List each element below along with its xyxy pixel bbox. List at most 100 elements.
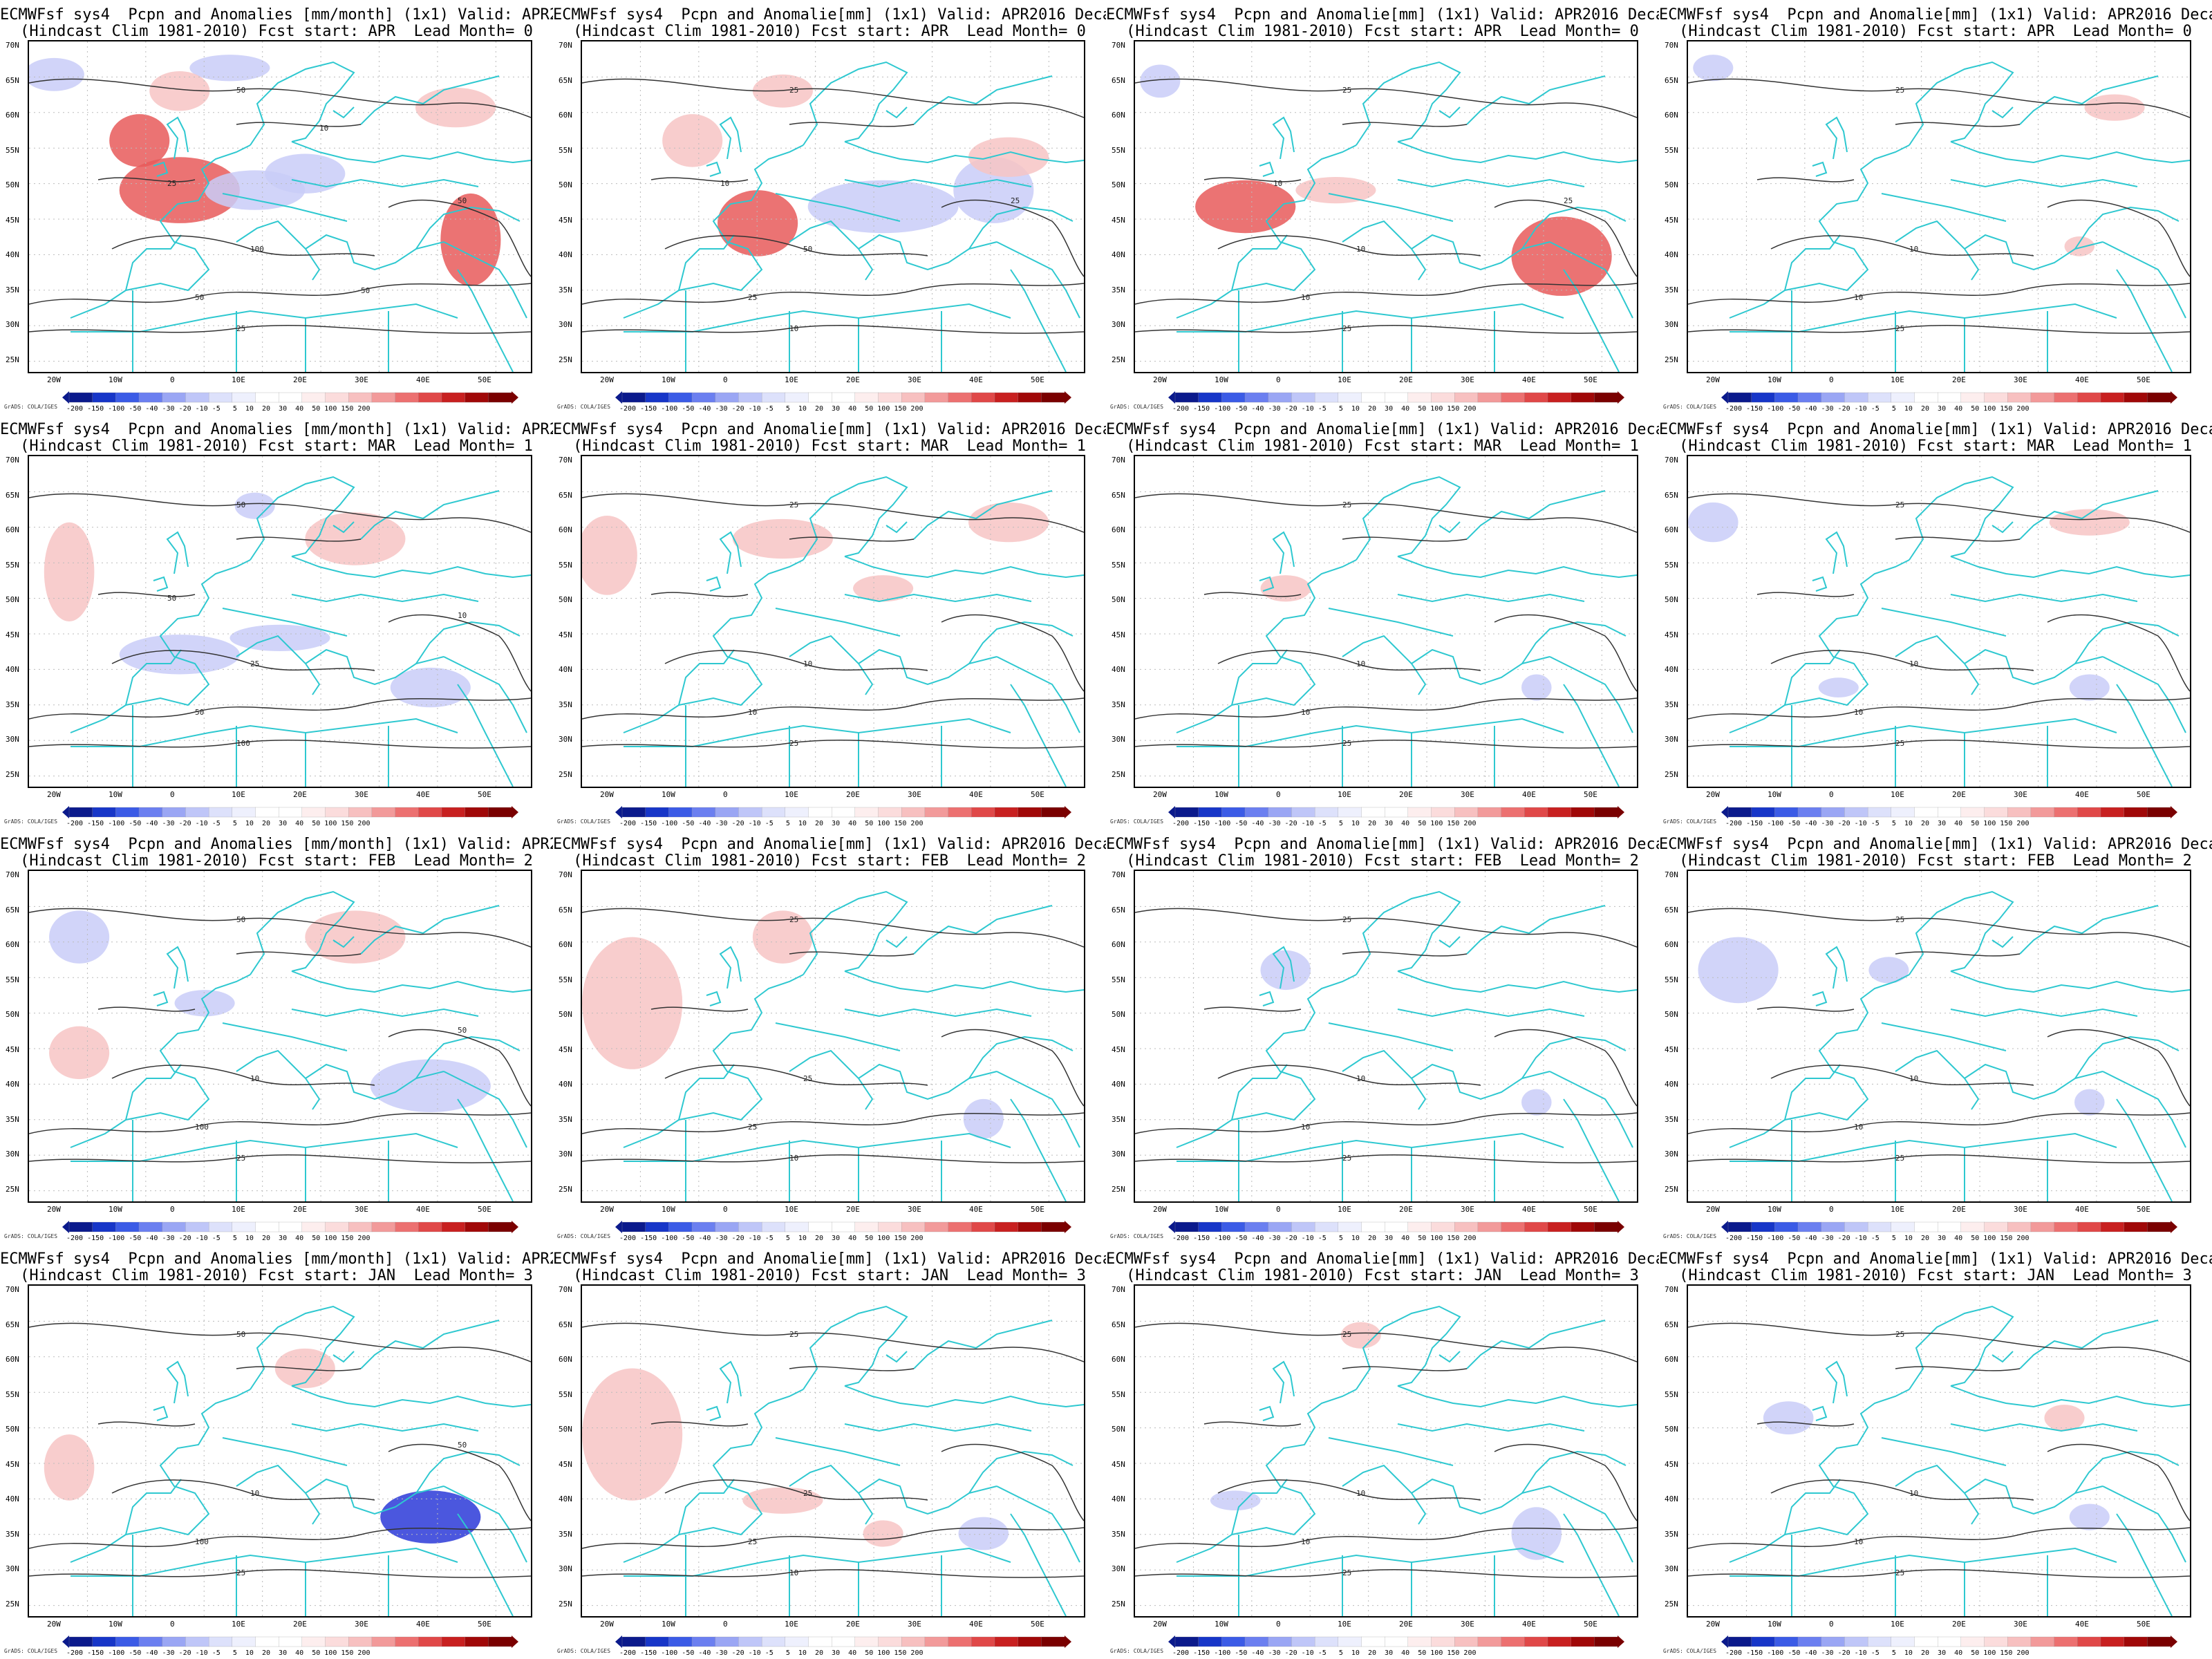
coastline-border [1259, 1405, 1275, 1421]
colorbar-swatch [738, 1221, 762, 1232]
coastline-border [913, 490, 1053, 540]
coastline-border [858, 1478, 997, 1515]
precip-contour [582, 1112, 1084, 1134]
longitude-label: 0 [723, 790, 728, 799]
longitude-label: 0 [1276, 1620, 1281, 1629]
contour-label: 25 [236, 324, 245, 333]
longitude-label: 40E [2075, 1205, 2089, 1214]
coastline-border [166, 1360, 189, 1404]
latitude-label: 60N [1112, 525, 1125, 534]
contour-label: 50 [236, 1330, 245, 1339]
precip-anomaly-map: 25 25 10 25 [581, 870, 1085, 1203]
colorbar-swatch [1221, 1636, 1246, 1647]
latitude-label: 30N [1665, 735, 1678, 744]
latitude-label: 65N [1665, 905, 1678, 915]
colorbar-swatch [2054, 807, 2078, 818]
panel-title: ECMWFsf sys4 Pcpn and Anomalies [mm/mont… [0, 1250, 553, 1268]
colorbar-swatch [465, 807, 489, 818]
coastline-border [1328, 1022, 1454, 1051]
coastline-border [2116, 1513, 2173, 1616]
colorbar-arrow-high [1065, 1635, 1071, 1648]
longitude-label: 20W [47, 1620, 61, 1629]
longitude-label: 10W [1215, 375, 1228, 384]
colorbar-swatch [1198, 392, 1223, 403]
contour-label: 10 [1301, 1123, 1310, 1132]
coastline-border [844, 1385, 1084, 1408]
latitude-label: 45N [559, 215, 572, 225]
colorbar-swatch [1867, 1221, 1892, 1232]
colorbar [62, 1221, 518, 1233]
colorbar-swatch [2007, 807, 2032, 818]
longitude-label: 10W [109, 375, 122, 384]
anomaly-shading [1688, 502, 1738, 543]
latitude-label: 50N [6, 180, 19, 189]
contour-label: 10 [1356, 1489, 1365, 1498]
coastline-border [1342, 635, 1427, 695]
longitude-label: 10W [662, 1620, 675, 1629]
latitude-label: 55N [6, 560, 19, 570]
colorbar-swatch [1361, 392, 1385, 403]
longitude-label: 50E [478, 375, 491, 384]
precip-contour [1135, 1322, 1637, 1362]
colorbar-swatch [92, 1221, 117, 1232]
panel-title: ECMWFsf sys4 Pcpn and Anomalie[mm] (1x1)… [553, 6, 1106, 24]
longitude-label: 10W [1215, 1620, 1228, 1629]
colorbar-swatch [761, 807, 786, 818]
contour-label: 25 [1895, 1330, 1904, 1339]
colorbar-swatch [2100, 1636, 2125, 1647]
coastline-border [1231, 1479, 1288, 1535]
latitude-label: 35N [559, 1114, 572, 1124]
grads-credit: GrADS: COLA/IGES [557, 1648, 611, 1654]
precip-contour [1494, 1029, 1637, 1107]
grads-credit: GrADS: COLA/IGES [1110, 1233, 1164, 1239]
precip-contour [1770, 1065, 2034, 1086]
precip-contour [1135, 1154, 1637, 1163]
longitude-label: 0 [1829, 790, 1834, 799]
colorbar-swatch [68, 807, 93, 818]
colorbar-swatch [1547, 1221, 1572, 1232]
colorbar-swatch [1477, 392, 1502, 403]
latitude-label: 35N [6, 1529, 19, 1539]
contour-label: 25 [748, 1537, 757, 1546]
map-panel: ECMWFsf sys4 Pcpn and Anomalie[mm] (1x1)… [1659, 830, 2212, 1244]
longitude-label: 50E [478, 1205, 491, 1214]
latitude-label: 70N [6, 456, 19, 465]
grads-credit: GrADS: COLA/IGES [1663, 818, 1717, 825]
latitude-label: 25N [559, 769, 572, 779]
coastline-border [1272, 531, 1295, 574]
latitude-label: 45N [6, 630, 19, 639]
colorbar-arrow-high [1618, 1635, 1624, 1648]
coastline-border [415, 1450, 521, 1494]
contour-label: 25 [1342, 915, 1351, 924]
coastline-border [1950, 1385, 2190, 1408]
latitude-label: 65N [1665, 75, 1678, 85]
precip-contour [1688, 324, 2190, 334]
coastline-border [1328, 608, 1454, 637]
anomaly-shading [1763, 1401, 1814, 1435]
longitude-label: 20E [293, 375, 307, 384]
anomaly-shading [968, 137, 1049, 177]
anomaly-shading [149, 71, 210, 111]
colorbar-swatch [878, 807, 902, 818]
coastline-border [125, 1479, 182, 1535]
coastline-border [250, 1305, 355, 1390]
coastline-border [2019, 1320, 2159, 1369]
coastline-border [1950, 556, 2190, 579]
contour-label: 25 [1342, 1330, 1351, 1339]
colorbar-swatch [465, 392, 489, 403]
coastline-border [1356, 476, 1461, 561]
colorbar-swatch [208, 392, 233, 403]
latitude-label: 70N [559, 1285, 572, 1294]
colorbar-swatch [738, 807, 762, 818]
colorbar-tick-labels: -200 -150 -100 -50 -40 -30 -20 -10 -5 5 … [1725, 1649, 2030, 1657]
longitude-label: 20W [47, 1205, 61, 1214]
latitude-label: 25N [6, 355, 19, 364]
contour-label: 10 [1356, 245, 1365, 254]
coastline-border [1328, 193, 1454, 222]
coastline-border [2116, 269, 2173, 372]
colorbar-swatch [1244, 392, 1269, 403]
anomaly-shading [1818, 677, 1859, 697]
coastline-border [332, 521, 355, 534]
colorbar-swatch [395, 1636, 419, 1647]
longitude-label: 20W [600, 375, 614, 384]
